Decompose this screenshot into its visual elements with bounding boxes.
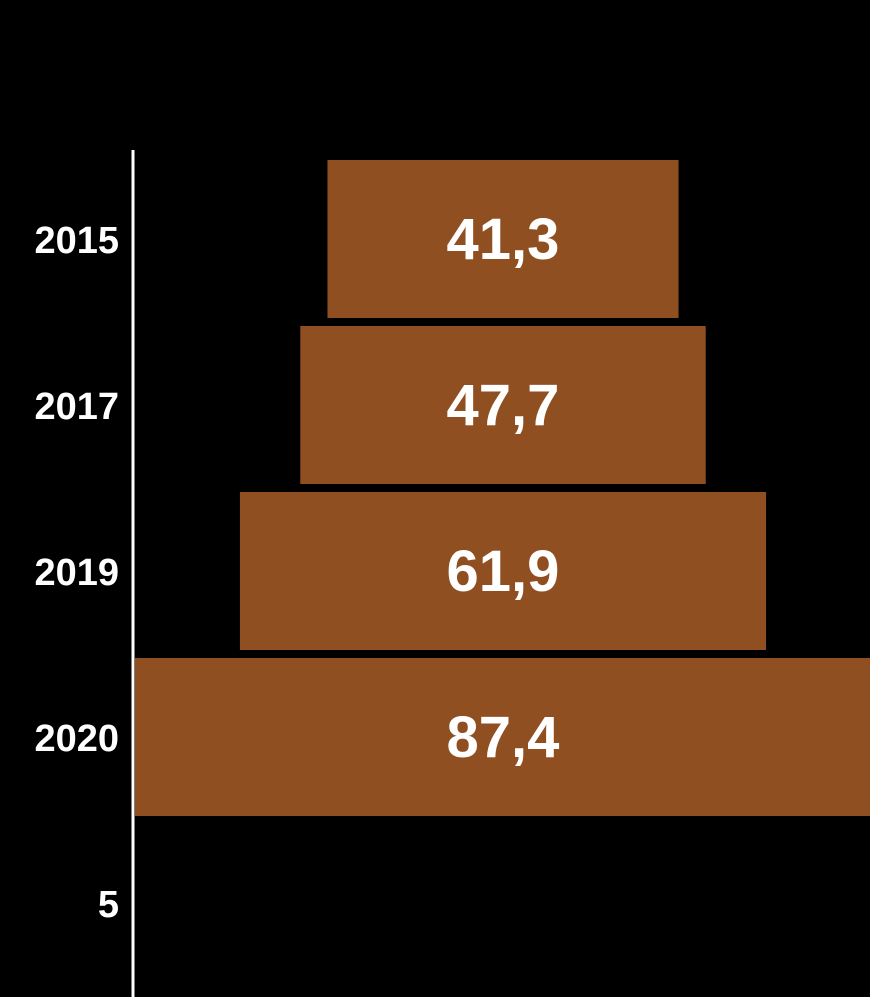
bar <box>300 326 706 484</box>
y-tick-label: 2017 <box>34 386 119 428</box>
y-tick-label: 2015 <box>34 220 119 262</box>
bar-data-label: 87,4 <box>447 705 560 770</box>
bar <box>135 658 870 816</box>
bar-data-label: 47,7 <box>447 373 560 438</box>
bar-data-label: 41,3 <box>447 207 560 272</box>
y-tick-label: 5 <box>98 884 119 926</box>
bar <box>327 160 679 318</box>
bars-layer <box>135 160 870 816</box>
tick-labels-layer: 2015 2017 2019 2020 5 <box>34 220 119 926</box>
bar-data-label: 61,9 <box>447 539 560 604</box>
y-tick-label: 2019 <box>34 552 119 594</box>
y-tick-label: 2020 <box>34 718 119 760</box>
data-labels-layer: 41,3 47,7 61,9 87,4 <box>447 207 560 770</box>
bar <box>239 492 767 650</box>
